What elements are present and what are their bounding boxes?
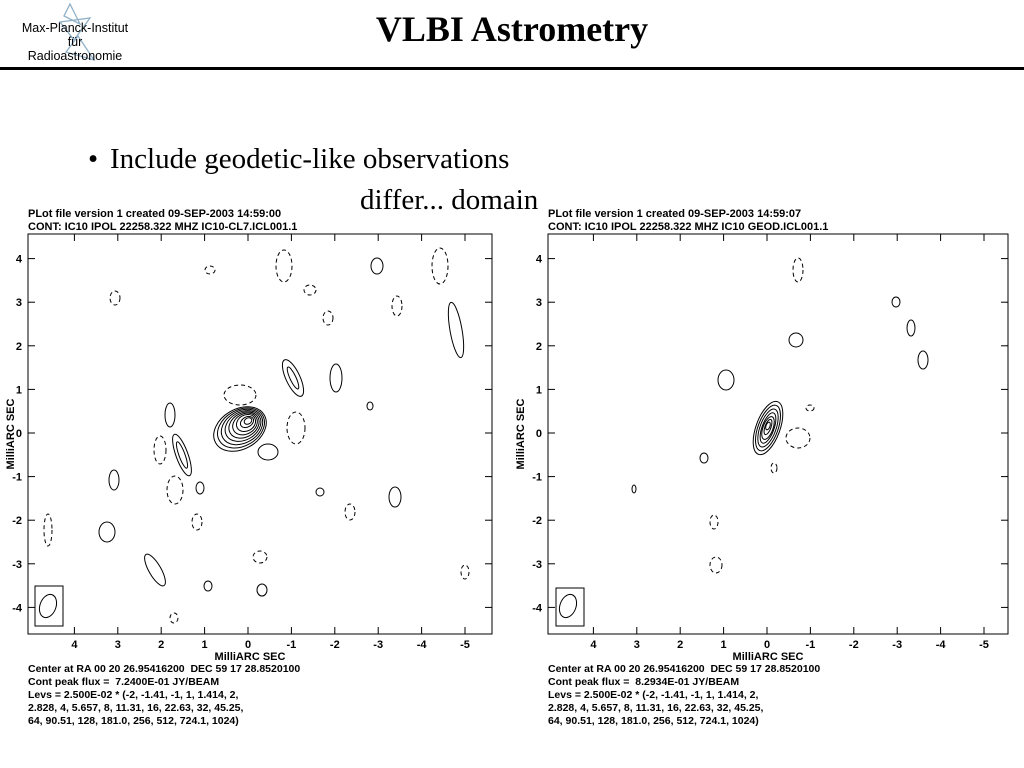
x-tick-label: 4 <box>71 639 78 651</box>
plot-footer-line: Levs = 2.500E-02 * (-2, -1.41, -1, 1, 1.… <box>548 689 759 701</box>
contour-negative <box>43 247 470 624</box>
y-tick-label: -2 <box>12 515 22 527</box>
plot-header-line-1: PLot file version 1 created 09-SEP-2003 … <box>28 208 282 220</box>
contour-plot-cl7: PLot file version 1 created 09-SEP-2003 … <box>0 200 496 740</box>
logo-line-1: Max-Planck-Institut <box>21 21 129 35</box>
plot-footer-line: Center at RA 00 20 26.95416200 DEC 59 17… <box>548 663 821 675</box>
plot-header-line-2: CONT: IC10 IPOL 22258.322 MHZ IC10-CL7.I… <box>28 221 298 233</box>
x-tick-label: 2 <box>677 639 683 651</box>
plot-footer-line: Center at RA 00 20 26.95416200 DEC 59 17… <box>28 663 301 675</box>
y-tick-label: -4 <box>12 602 23 614</box>
logo-line-2: für <box>67 35 83 49</box>
y-axis-label: MilliARC SEC <box>516 399 527 470</box>
x-tick-label: 1 <box>721 639 727 651</box>
x-tick-label: 4 <box>590 639 597 651</box>
beam-box <box>34 585 64 627</box>
x-tick-label: 2 <box>158 639 164 651</box>
y-tick-label: -4 <box>532 602 543 614</box>
title-divider <box>0 67 1024 70</box>
plot-header-line-1: PLot file version 1 created 09-SEP-2003 … <box>548 208 802 220</box>
x-tick-label: -2 <box>849 639 859 651</box>
y-tick-label: 2 <box>16 341 22 353</box>
logo-swoosh-icon <box>58 2 96 62</box>
x-tick-label: 3 <box>634 639 640 651</box>
plot-footer-line: 2.828, 4, 5.657, 8, 11.31, 16, 22.63, 32… <box>548 702 764 714</box>
y-axis-label: MilliARC SEC <box>5 399 17 470</box>
y-tick-label: -1 <box>12 472 22 484</box>
bullet-item: • Include geodetic-like observations <box>88 143 509 176</box>
contour-core <box>558 296 929 619</box>
plot-footer-line: 2.828, 4, 5.657, 8, 11.31, 16, 22.63, 32… <box>28 702 244 714</box>
x-tick-label: -4 <box>936 639 947 651</box>
y-tick-label: 1 <box>536 384 542 396</box>
x-tick-label: 0 <box>764 639 770 651</box>
y-tick-label: 0 <box>16 428 22 440</box>
contour-core <box>38 257 465 619</box>
y-tick-label: -3 <box>12 559 22 571</box>
y-tick-label: 3 <box>16 297 22 309</box>
y-tick-label: -3 <box>532 559 542 571</box>
plot-footer-line: Cont peak flux = 7.2400E-01 JY/BEAM <box>28 676 220 688</box>
bullet-partial-text: differ... domain <box>360 184 539 216</box>
plot-canvas: 4 3 2 1 0 -1 -2 -3 -4 -5 4 3 2 1 0 -1 -2 -3 -4 MilliARC SE… <box>516 233 1009 663</box>
axis-tick-labels: 4 3 2 1 0 -1 -2 -3 -4 -5 4 3 2 1 0 -1 -2 -3 -4 <box>12 254 470 651</box>
y-tick-label: 0 <box>536 428 542 440</box>
x-tick-label: -5 <box>460 639 470 651</box>
plot-footer-line: Cont peak flux = 8.2934E-01 JY/BEAM <box>548 676 740 688</box>
x-tick-label: 0 <box>245 639 251 651</box>
plot-frame <box>27 233 493 635</box>
contour-plot-geod: PLot file version 1 created 09-SEP-2003 … <box>516 200 1012 740</box>
axis-ticks <box>28 234 492 634</box>
plot-footer-line: 64, 90.51, 128, 181.0, 256, 512, 724.1, … <box>548 715 759 727</box>
x-tick-label: -3 <box>373 639 383 651</box>
y-tick-label: 3 <box>536 297 542 309</box>
bullet-icon: • <box>88 143 99 175</box>
plot-canvas: 4 3 2 1 0 -1 -2 -3 -4 -5 4 3 2 1 0 -1 -2 -3 -4 MilliARC SE… <box>5 233 493 663</box>
y-tick-label: -1 <box>532 472 542 484</box>
x-tick-label: 3 <box>115 639 121 651</box>
plot-header-line-2: CONT: IC10 IPOL 22258.322 MHZ IC10 GEOD.… <box>548 221 829 233</box>
y-tick-label: 4 <box>536 254 543 266</box>
y-tick-label: -2 <box>532 515 542 527</box>
x-axis-label: MilliARC SEC <box>733 651 804 663</box>
x-tick-label: -3 <box>892 639 902 651</box>
bullet-text: Include geodetic-like observations <box>110 143 510 175</box>
plot-frame <box>547 233 1009 635</box>
y-tick-label: 4 <box>16 254 23 266</box>
x-tick-label: -4 <box>417 639 428 651</box>
x-tick-label: -5 <box>979 639 989 651</box>
axis-tick-labels: 4 3 2 1 0 -1 -2 -3 -4 -5 4 3 2 1 0 -1 -2 -3 -4 <box>532 254 989 651</box>
x-tick-label: -2 <box>330 639 340 651</box>
contour-negative <box>709 257 815 574</box>
mpifr-logo: Max-Planck-Institut für Radioastronomie <box>0 0 150 66</box>
x-tick-label: 1 <box>202 639 208 651</box>
axis-ticks <box>548 234 1008 634</box>
plot-footer-line: Levs = 2.500E-02 * (-2, -1.41, -1, 1, 1.… <box>28 689 239 701</box>
slide-title: VLBI Astrometry <box>375 9 649 49</box>
logo-line-3: Radioastronomie <box>27 49 123 63</box>
y-tick-label: 2 <box>536 341 542 353</box>
plot-footer-line: 64, 90.51, 128, 181.0, 256, 512, 724.1, … <box>28 715 239 727</box>
y-tick-label: 1 <box>16 384 22 396</box>
x-axis-label: MilliARC SEC <box>215 651 286 663</box>
x-tick-label: -1 <box>806 639 816 651</box>
beam-box <box>555 587 585 627</box>
x-tick-label: -1 <box>287 639 297 651</box>
